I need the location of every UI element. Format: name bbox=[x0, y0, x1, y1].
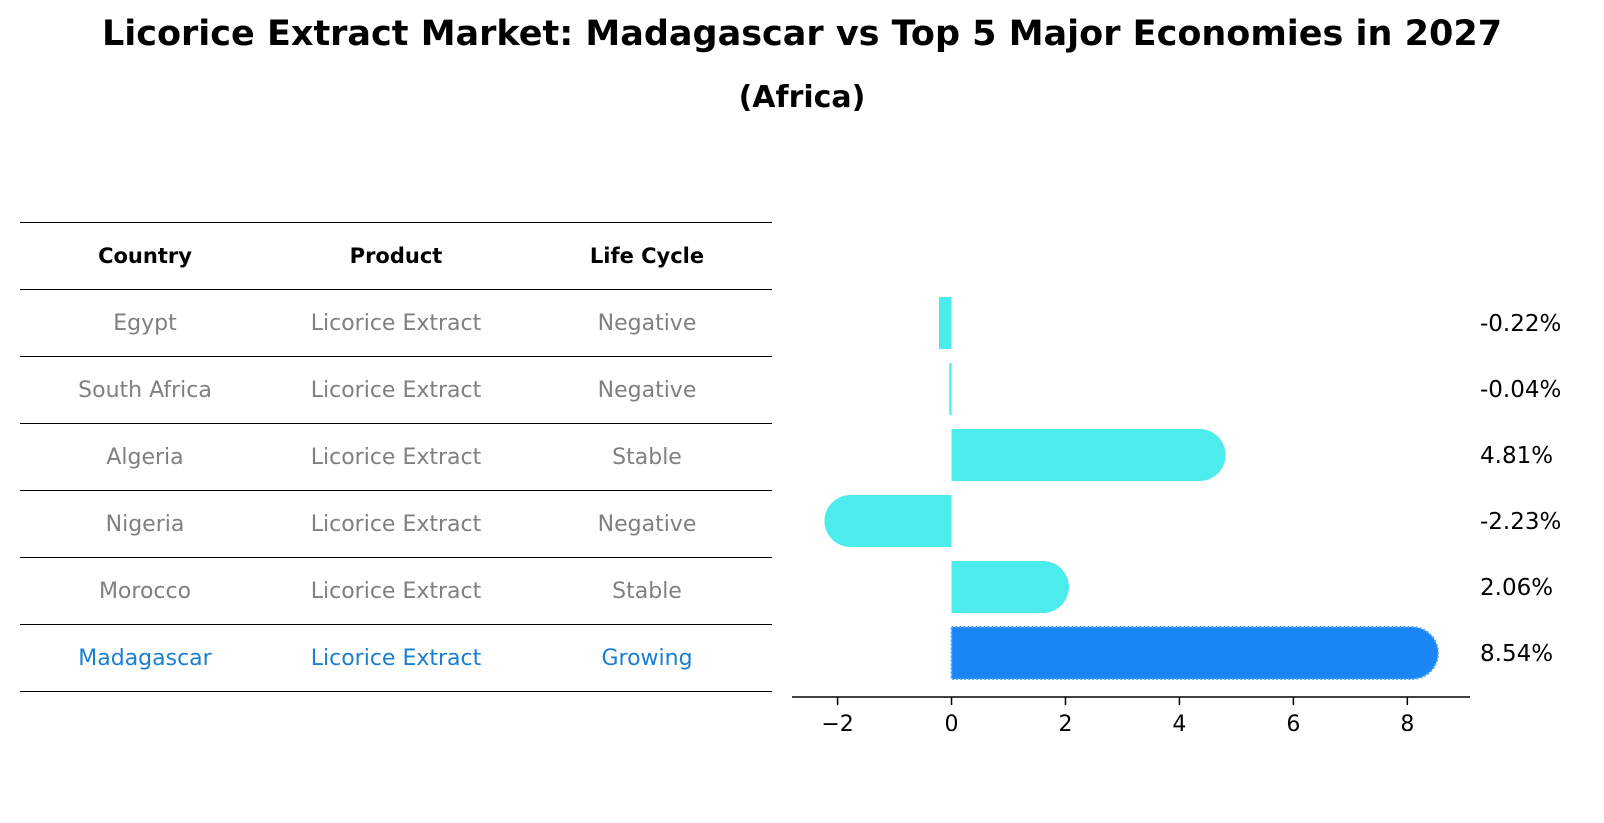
bar bbox=[950, 626, 1440, 680]
x-tick-label: 2 bbox=[1058, 712, 1072, 737]
cell-product: Licorice Extract bbox=[310, 511, 482, 537]
header-product: Product bbox=[349, 244, 443, 268]
value-label: 2.06% bbox=[1480, 575, 1553, 601]
header-country: Country bbox=[98, 244, 192, 268]
table-row: Egypt Licorice Extract Negative bbox=[20, 289, 772, 356]
x-tick-label: 0 bbox=[945, 712, 959, 737]
cell-life-cycle: Growing bbox=[601, 645, 693, 671]
value-label: -0.04% bbox=[1480, 377, 1561, 403]
cell-product: Licorice Extract bbox=[310, 444, 482, 470]
value-label: -2.23% bbox=[1480, 509, 1561, 535]
cell-product: Licorice Extract bbox=[310, 578, 482, 604]
chart-title: Licorice Extract Market: Madagascar vs T… bbox=[101, 14, 1503, 54]
cell-country: Nigeria bbox=[105, 511, 185, 537]
value-label: -0.22% bbox=[1480, 311, 1561, 337]
cell-country: South Africa bbox=[78, 377, 212, 403]
table-header-row: Country Product Life Cycle bbox=[20, 222, 772, 289]
x-tick-label: 8 bbox=[1400, 712, 1414, 737]
cell-product: Licorice Extract bbox=[310, 310, 482, 336]
table-row: South Africa Licorice Extract Negative bbox=[20, 356, 772, 423]
bar bbox=[824, 495, 952, 547]
cell-product: Licorice Extract bbox=[310, 377, 482, 403]
cell-product: Licorice Extract bbox=[310, 645, 482, 671]
header-life-cycle: Life Cycle bbox=[589, 244, 705, 268]
value-label: 4.81% bbox=[1480, 443, 1553, 469]
table-row: Morocco Licorice Extract Stable bbox=[20, 557, 772, 624]
cell-country: Algeria bbox=[106, 444, 184, 470]
cell-country: Egypt bbox=[113, 310, 177, 336]
bar bbox=[951, 561, 1069, 613]
cell-life-cycle: Stable bbox=[612, 578, 682, 604]
chart-subtitle: (Africa) bbox=[738, 80, 866, 115]
x-tick-label: −2 bbox=[821, 712, 853, 737]
cell-life-cycle: Negative bbox=[597, 511, 697, 537]
table-row: Algeria Licorice Extract Stable bbox=[20, 423, 772, 490]
bar bbox=[951, 429, 1226, 481]
cell-life-cycle: Negative bbox=[597, 310, 697, 336]
country-table: Country Product Life Cycle Egypt Licoric… bbox=[20, 222, 772, 692]
table-row: Nigeria Licorice Extract Negative bbox=[20, 490, 772, 557]
cell-country: Madagascar bbox=[78, 645, 212, 671]
cell-life-cycle: Negative bbox=[597, 377, 697, 403]
table-row-highlight: Madagascar Licorice Extract Growing bbox=[20, 624, 772, 692]
x-tick-label: 6 bbox=[1286, 712, 1300, 737]
bar bbox=[938, 297, 952, 349]
cell-country: Morocco bbox=[98, 578, 192, 604]
x-tick-label: 4 bbox=[1172, 712, 1186, 737]
cell-life-cycle: Stable bbox=[612, 444, 682, 470]
bar bbox=[949, 363, 952, 415]
value-label: 8.54% bbox=[1480, 641, 1553, 667]
